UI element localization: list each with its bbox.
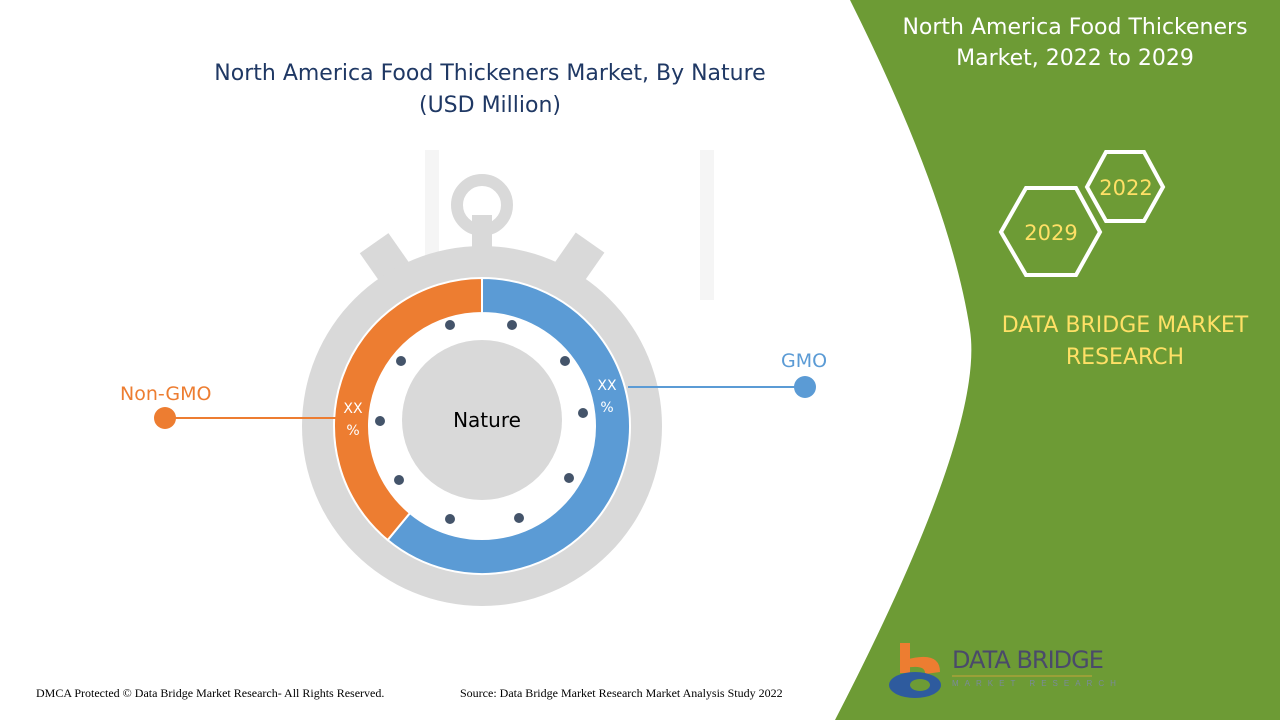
dial-dot (514, 513, 524, 523)
dial-dot (507, 320, 517, 330)
logo-name: DATA BRIDGE (952, 646, 1104, 674)
copyright-text: DMCA Protected © Data Bridge Market Rese… (36, 686, 385, 700)
dial-dot (560, 356, 570, 366)
year-2029: 2029 (1024, 221, 1077, 245)
gmo-data-label: XX% (597, 378, 617, 416)
non-gmo-data-label: XX% (343, 401, 363, 439)
logo-tagline: MARKET RESEARCH (952, 679, 1122, 688)
dial-dot (375, 416, 385, 426)
center-label: Nature (453, 408, 521, 432)
data-bridge-logo-icon (889, 643, 941, 698)
legend-gmo: GMO (781, 350, 828, 372)
dial-dot (445, 320, 455, 330)
green-side-panel (835, 0, 1280, 720)
chart-title: North America Food Thickeners Market, By… (150, 58, 830, 122)
title-line2: (USD Million) (418, 93, 561, 118)
panel-title-line2: Market, 2022 to 2029 (956, 46, 1194, 71)
hexagon-2029 (998, 186, 1103, 277)
legend-non-gmo: Non-GMO (120, 383, 212, 405)
source-text: Source: Data Bridge Market Research Mark… (460, 686, 783, 700)
dial-dot (445, 514, 455, 524)
brand-line2: RESEARCH (1065, 345, 1185, 370)
panel-title-line1: North America Food Thickeners (902, 15, 1248, 40)
brand-text: DATA BRIDGE MARKET RESEARCH (985, 310, 1265, 374)
gmo-marker (794, 376, 816, 398)
dial-dot (564, 473, 574, 483)
dial-dot (396, 356, 406, 366)
title-line1: North America Food Thickeners Market, By… (214, 61, 766, 86)
panel-title: North America Food Thickeners Market, 20… (880, 12, 1270, 74)
brand-line1: DATA BRIDGE MARKET (1001, 313, 1249, 338)
dial-dot (394, 475, 404, 485)
dial-dots (375, 320, 588, 524)
year-2022: 2022 (1099, 176, 1152, 200)
center-circle (402, 340, 562, 500)
hexagon-2022 (1084, 150, 1166, 223)
dial-dot (578, 408, 588, 418)
non-gmo-marker (154, 407, 176, 429)
